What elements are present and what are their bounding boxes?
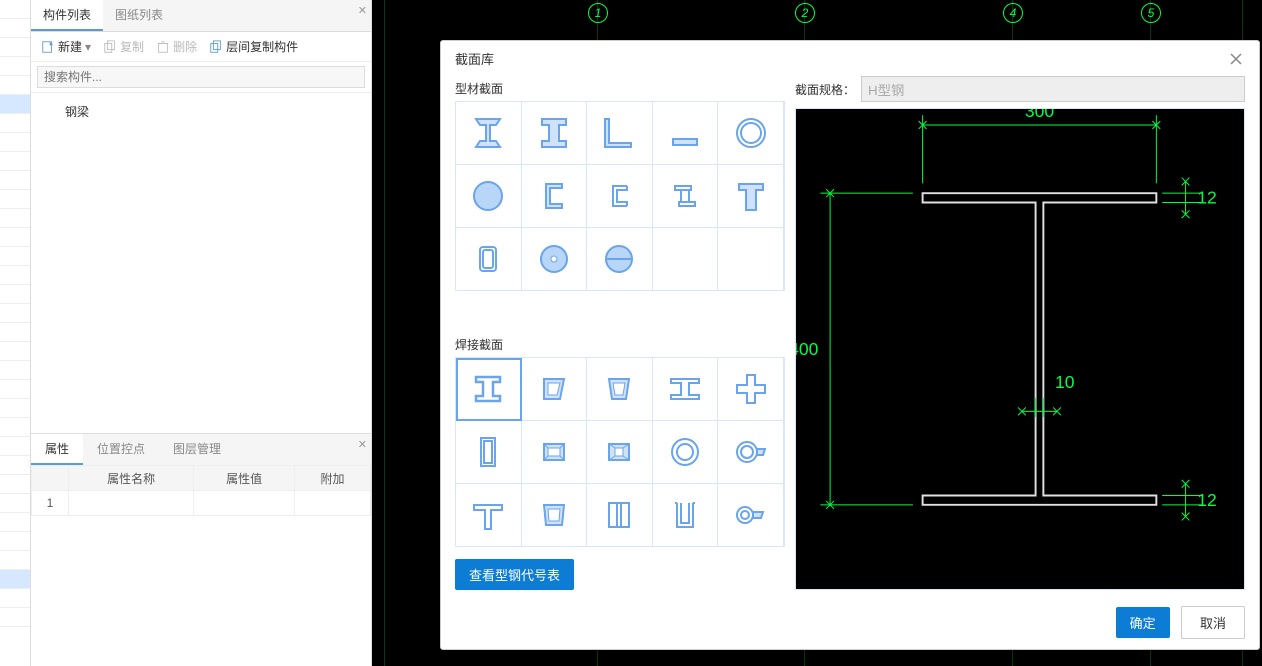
delete-button: 删除 (152, 36, 201, 57)
shape-cell[interactable] (522, 165, 588, 228)
search-box (31, 62, 371, 93)
panel-close-icon[interactable]: ✕ (358, 4, 367, 17)
shape-cell[interactable] (522, 358, 588, 421)
shape-cell[interactable] (456, 421, 522, 484)
left-tabs: 构件列表 图纸列表 (31, 0, 371, 32)
svg-text:400: 400 (796, 339, 819, 359)
shape-cell[interactable] (587, 484, 653, 547)
left-panel: ✕ 构件列表 图纸列表 新建 ▾ 复制 删除 层间复制构件 钢梁 ✕ 属性 位置… (31, 0, 372, 666)
bottom-panel: ✕ 属性 位置控点 图层管理 属性名称属性值附加 1 (31, 433, 371, 666)
shape-cell[interactable] (653, 165, 719, 228)
shape-cell[interactable] (456, 165, 522, 228)
shape-cell[interactable] (653, 102, 719, 165)
copy-button: 复制 (99, 36, 148, 57)
shape-cell[interactable] (456, 484, 522, 547)
shape-cell[interactable] (653, 358, 719, 421)
shape-cell[interactable] (587, 165, 653, 228)
prop-header: 属性名称 (69, 466, 194, 491)
tree-item[interactable]: 钢梁 (45, 99, 357, 124)
prop-header: 属性值 (194, 466, 295, 491)
dropdown-icon: ▾ (85, 40, 91, 54)
svg-text:12: 12 (1197, 188, 1216, 208)
welded-section-grid (455, 357, 785, 547)
shape-cell[interactable] (718, 228, 784, 291)
profile-section-grid (455, 101, 785, 291)
shape-cell[interactable] (522, 484, 588, 547)
new-button[interactable]: 新建 ▾ (37, 36, 95, 57)
shape-cell[interactable] (718, 421, 784, 484)
shape-cell[interactable] (456, 102, 522, 165)
prop-header: 附加 (294, 466, 370, 491)
component-tree: 钢梁 (31, 93, 371, 433)
shape-cell[interactable] (587, 228, 653, 291)
shape-cell[interactable] (587, 102, 653, 165)
app-left-rail (0, 0, 31, 666)
shape-cell[interactable] (718, 165, 784, 228)
shape-cell[interactable] (718, 102, 784, 165)
grid-marker: 1 (588, 3, 608, 23)
shape-cell[interactable] (456, 358, 522, 421)
ok-button[interactable]: 确定 (1116, 607, 1170, 638)
tab-components[interactable]: 构件列表 (31, 0, 103, 31)
spec-input[interactable] (861, 76, 1245, 102)
svg-text:10: 10 (1055, 372, 1075, 392)
prop-header (32, 466, 69, 491)
view-code-table-button[interactable]: 查看型钢代号表 (455, 559, 574, 590)
section-library-dialog: 截面库 型材截面 焊接截面 查看型钢代号表 截面规格： 300 400 12 12 10 (440, 40, 1260, 650)
shape-cell[interactable] (522, 421, 588, 484)
shape-cell[interactable] (522, 102, 588, 165)
section-preview: 300 400 12 12 10 (795, 108, 1245, 590)
shape-cell[interactable] (653, 421, 719, 484)
tab-position[interactable]: 位置控点 (83, 434, 159, 465)
shape-cell[interactable] (653, 228, 719, 291)
properties-table: 属性名称属性值附加 1 (31, 465, 371, 516)
svg-text:12: 12 (1197, 490, 1216, 510)
shape-cell[interactable] (718, 484, 784, 547)
shape-cell[interactable] (653, 484, 719, 547)
tab-layers[interactable]: 图层管理 (159, 434, 235, 465)
shape-cell[interactable] (587, 421, 653, 484)
shape-cell[interactable] (456, 228, 522, 291)
grid-marker: 5 (1141, 3, 1161, 23)
dialog-title: 截面库 (455, 49, 494, 68)
grid-marker: 2 (795, 3, 815, 23)
shape-cell[interactable] (522, 228, 588, 291)
section1-label: 型材截面 (455, 76, 785, 101)
close-icon[interactable] (1227, 50, 1245, 68)
shape-cell[interactable] (587, 358, 653, 421)
layercopy-button[interactable]: 层间复制构件 (205, 36, 302, 57)
svg-text:300: 300 (1025, 109, 1054, 121)
section2-label: 焊接截面 (455, 332, 785, 357)
shape-cell[interactable] (718, 358, 784, 421)
left-toolbar: 新建 ▾ 复制 删除 层间复制构件 (31, 32, 371, 62)
panel-close-icon[interactable]: ✕ (358, 438, 367, 451)
grid-marker: 4 (1003, 3, 1023, 23)
cancel-button[interactable]: 取消 (1181, 606, 1245, 639)
search-input[interactable] (37, 66, 365, 88)
tab-drawings[interactable]: 图纸列表 (103, 0, 175, 31)
spec-label: 截面规格： (795, 81, 855, 98)
tab-properties[interactable]: 属性 (31, 434, 83, 465)
